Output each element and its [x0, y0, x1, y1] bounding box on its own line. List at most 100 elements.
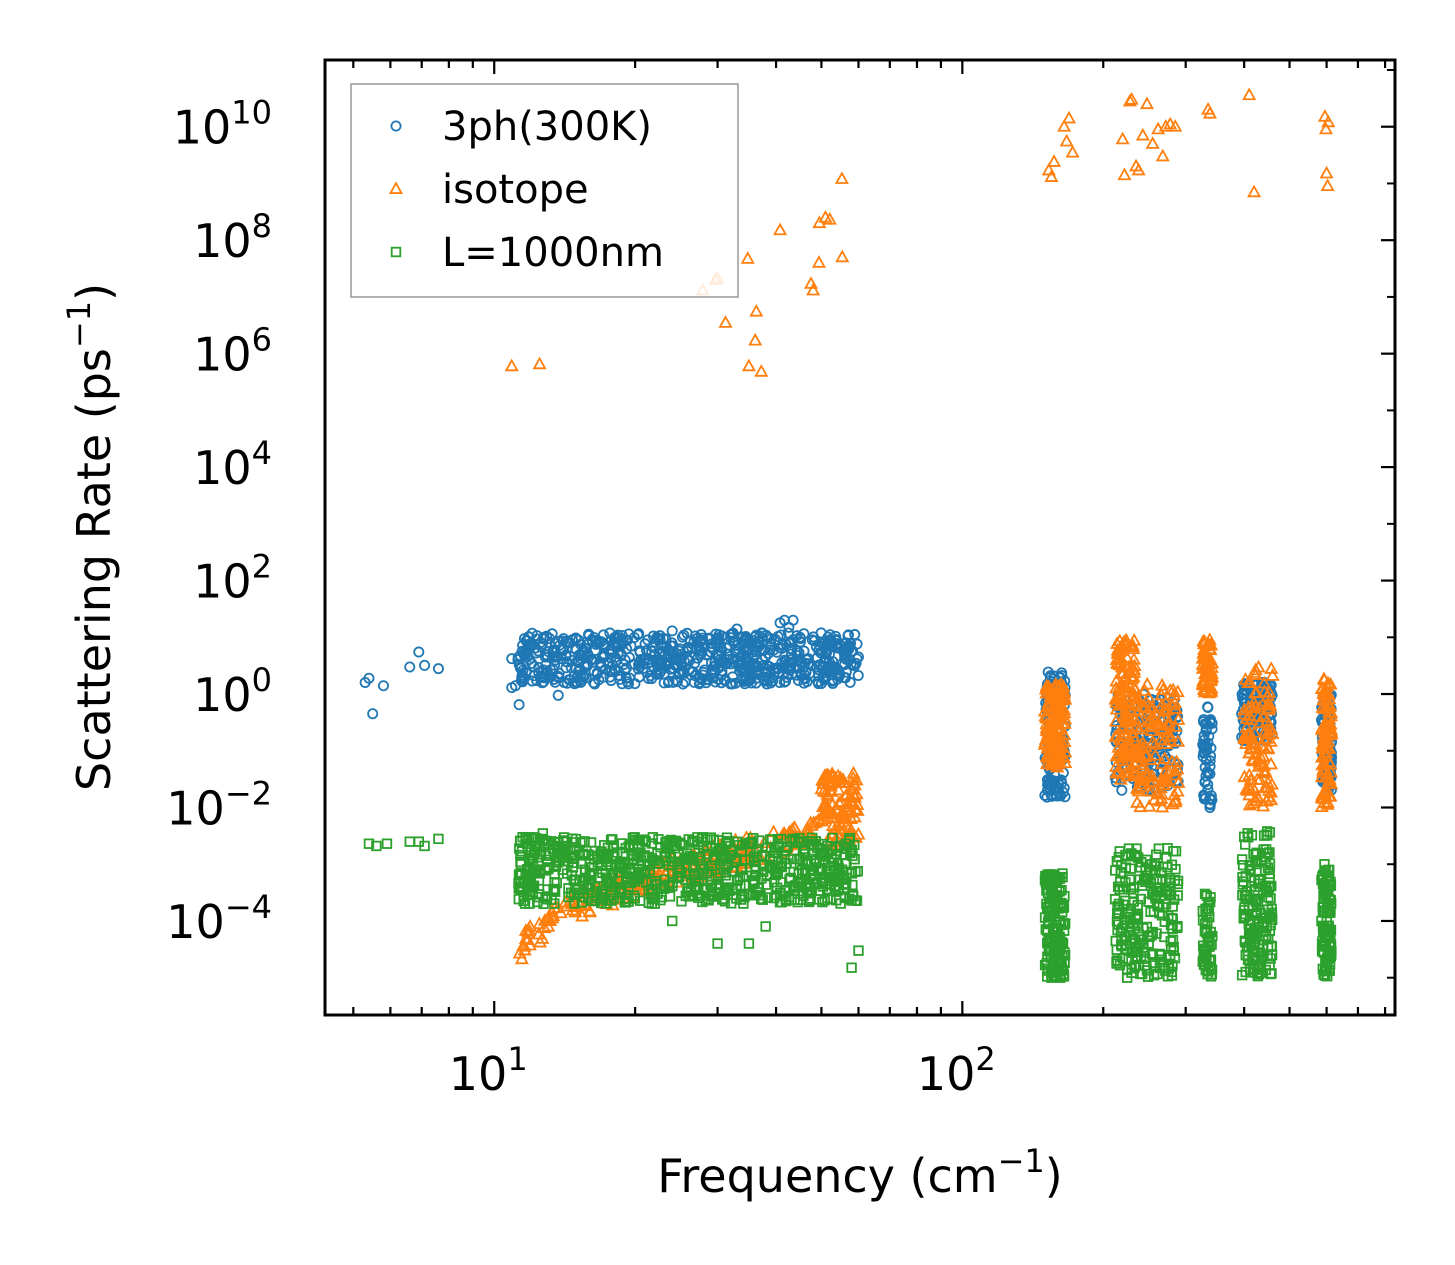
square-point	[841, 843, 852, 854]
square-point	[1320, 881, 1331, 893]
y-tick-label: 10−2	[166, 775, 272, 836]
triangle-point	[1123, 702, 1138, 716]
square-point	[780, 884, 791, 896]
circle-point	[762, 631, 774, 643]
triangle-point	[1317, 724, 1332, 738]
circle-point	[694, 672, 706, 684]
triangle-point	[1119, 684, 1134, 698]
square-point	[826, 844, 838, 855]
circle-point	[778, 676, 790, 688]
circle-point	[557, 642, 569, 654]
triangle-point	[1120, 650, 1135, 664]
triangle-point	[1323, 756, 1338, 770]
triangle-point	[1252, 772, 1267, 786]
square-point	[793, 837, 804, 848]
circle-point	[817, 671, 829, 683]
circle-point	[677, 678, 689, 690]
triangle-point	[1142, 706, 1157, 720]
triangle-point	[1319, 165, 1334, 179]
square-point	[846, 962, 857, 973]
square-point	[1056, 956, 1067, 967]
triangle-point	[1245, 752, 1260, 765]
square-point	[819, 895, 830, 906]
circle-point	[642, 654, 654, 666]
square-point	[1045, 952, 1057, 963]
triangle-point	[1065, 144, 1080, 158]
y-axis-title: Scattering Rate (ps−1)	[60, 283, 121, 791]
triangle-point	[1111, 763, 1127, 777]
square-point	[1153, 843, 1165, 854]
square-point	[750, 861, 761, 872]
triangle-point	[822, 212, 837, 225]
square-point	[1254, 875, 1265, 886]
square-point	[664, 880, 675, 891]
square-point	[1154, 907, 1165, 919]
circle-point	[518, 633, 530, 645]
legend-marker-square	[390, 246, 402, 258]
triangle-point	[1061, 110, 1077, 124]
square-point	[695, 852, 706, 864]
square-point	[1059, 957, 1070, 969]
triangle-point	[846, 770, 861, 784]
circle-point	[695, 674, 707, 686]
square-point	[693, 876, 705, 887]
triangle-point	[806, 815, 821, 829]
triangle-point	[1139, 96, 1155, 110]
triangle-point	[1168, 119, 1183, 132]
triangle-point	[1253, 757, 1268, 770]
triangle-point	[1155, 677, 1170, 691]
triangle-point	[1129, 748, 1145, 762]
circle-point	[768, 644, 780, 656]
triangle-point	[1108, 728, 1123, 742]
triangle-point	[1109, 766, 1124, 779]
square-point	[712, 938, 723, 949]
square-point	[1248, 945, 1260, 956]
plot-frame	[323, 58, 1397, 1017]
triangle-point	[1052, 678, 1067, 692]
circle-point	[516, 669, 528, 681]
square-point	[616, 885, 627, 897]
circle-point	[609, 638, 621, 650]
circle-point	[616, 629, 628, 641]
circle-point	[811, 661, 823, 673]
triangle-point	[1263, 721, 1278, 735]
square-point	[1125, 922, 1136, 933]
square-point	[713, 888, 724, 899]
square-point	[1148, 906, 1160, 917]
circle-point	[777, 639, 789, 651]
square-point	[817, 896, 828, 908]
y-tick-label: 10−4	[166, 888, 272, 949]
triangle-point	[1237, 730, 1252, 743]
square-point	[1236, 969, 1248, 981]
circle-point	[506, 653, 518, 665]
triangle-point	[1251, 790, 1266, 804]
square-point	[1203, 941, 1214, 952]
square-point	[715, 867, 726, 879]
triangle-point	[1318, 682, 1333, 695]
triangle-point	[1127, 665, 1142, 678]
square-point	[1154, 949, 1165, 961]
circle-point	[695, 647, 707, 659]
circle-point	[625, 640, 637, 652]
triangle-point	[1253, 749, 1268, 763]
square-point	[1205, 961, 1216, 972]
square-point	[700, 894, 711, 906]
square-point	[1159, 931, 1170, 943]
triangle-point	[1132, 721, 1147, 735]
circle-point	[686, 642, 698, 654]
circle-point	[830, 634, 842, 646]
circle-point	[363, 672, 375, 684]
triangle-point	[1127, 658, 1142, 672]
square-point	[687, 837, 698, 848]
triangle-point	[1122, 739, 1137, 752]
square-point	[1260, 880, 1272, 892]
triangle-point	[787, 820, 802, 834]
square-point	[1252, 961, 1263, 973]
square-point	[1237, 871, 1248, 883]
triangle-point	[514, 951, 529, 965]
triangle-point	[1260, 688, 1275, 702]
circle-point	[594, 657, 606, 669]
square-point	[542, 884, 553, 895]
triangle-point	[831, 795, 847, 808]
triangle-point	[1155, 799, 1170, 813]
